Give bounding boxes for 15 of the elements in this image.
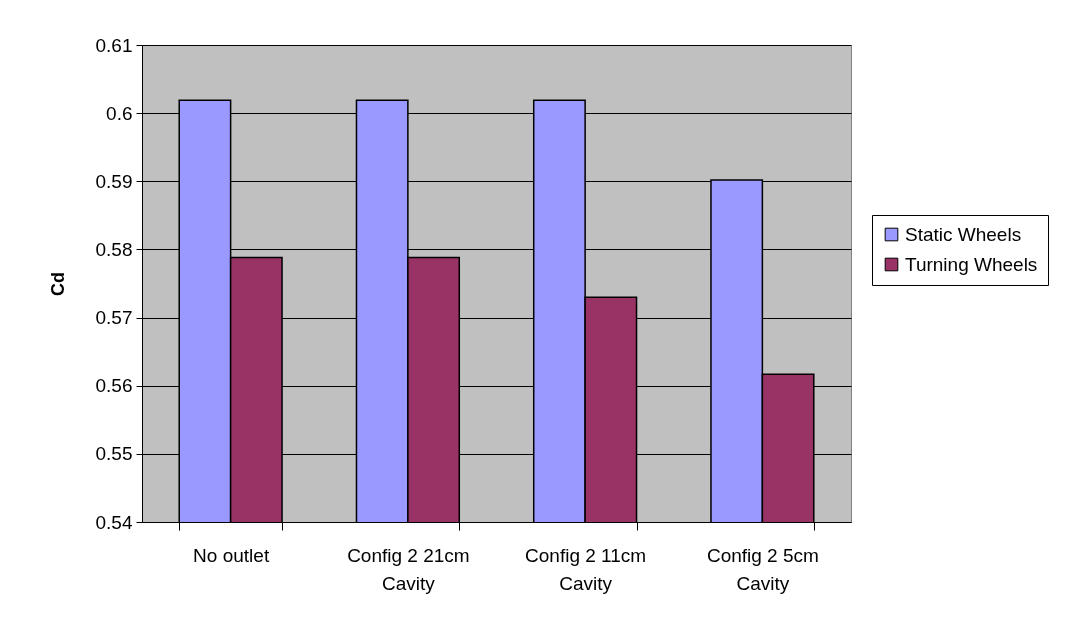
y-tick-label: 0.58 — [95, 238, 133, 260]
x-tick-label: No outlet — [193, 544, 270, 566]
y-tick-label: 0.61 — [95, 34, 133, 56]
y-tick-label: 0.57 — [95, 307, 133, 329]
y-tick-label: 0.6 — [106, 102, 133, 124]
x-tick-label: Config 2 21cm Cavity — [347, 544, 470, 594]
legend-label: Turning Wheels — [905, 253, 1038, 275]
legend-label: Static Wheels — [905, 223, 1022, 245]
x-tick-label: Config 2 5cm Cavity — [706, 544, 819, 594]
y-tick-label: 0.59 — [95, 170, 133, 192]
y-tick-label: 0.56 — [95, 375, 133, 397]
y-tick-label: 0.54 — [95, 511, 133, 533]
y-axis-title: Cd — [47, 272, 68, 296]
y-tick-label: 0.55 — [95, 443, 133, 465]
x-tick-label: Config 2 11cm Cavity — [525, 544, 647, 594]
